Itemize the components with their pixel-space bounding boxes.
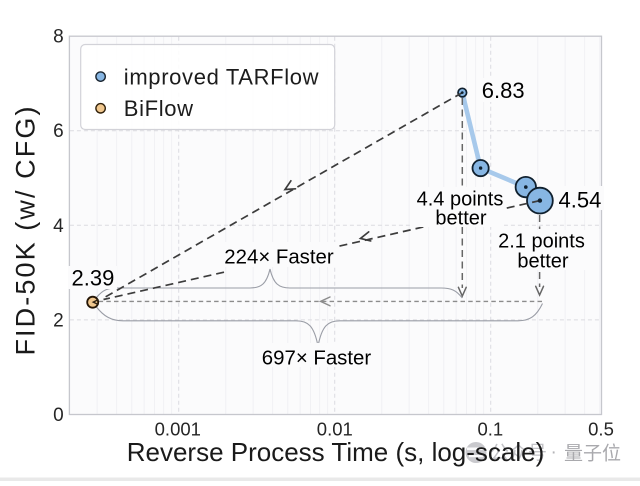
svg-text:better: better xyxy=(435,208,486,230)
svg-text:FID-50K (w/ CFG): FID-50K (w/ CFG) xyxy=(11,104,41,355)
svg-text:improved TARFlow: improved TARFlow xyxy=(124,64,319,89)
svg-text:公众号: 公众号 xyxy=(490,442,547,464)
svg-text:6.83: 6.83 xyxy=(482,78,525,103)
svg-text:4.54: 4.54 xyxy=(559,188,602,213)
svg-text:8: 8 xyxy=(53,27,64,48)
svg-text:697× Faster: 697× Faster xyxy=(262,348,372,370)
svg-text:better: better xyxy=(517,250,568,272)
svg-text:2.39: 2.39 xyxy=(72,266,115,291)
svg-text:0: 0 xyxy=(53,405,64,426)
svg-text:·: · xyxy=(551,442,557,463)
svg-text:4.4 points: 4.4 points xyxy=(417,188,504,210)
svg-text:0.1: 0.1 xyxy=(477,418,503,439)
svg-text:4: 4 xyxy=(53,216,64,237)
svg-text:6: 6 xyxy=(53,121,64,142)
svg-text:2: 2 xyxy=(53,310,64,331)
svg-text:量子位: 量子位 xyxy=(564,443,621,465)
svg-text:0.001: 0.001 xyxy=(155,418,201,439)
svg-text:0.5: 0.5 xyxy=(588,418,614,439)
svg-text:BiFlow: BiFlow xyxy=(124,96,194,121)
svg-text:2.1 points: 2.1 points xyxy=(498,231,585,253)
svg-text:Reverse Process Time (s, log-s: Reverse Process Time (s, log-scale) xyxy=(127,437,545,467)
svg-text:0.01: 0.01 xyxy=(317,418,353,439)
svg-text:224× Faster: 224× Faster xyxy=(224,246,334,268)
